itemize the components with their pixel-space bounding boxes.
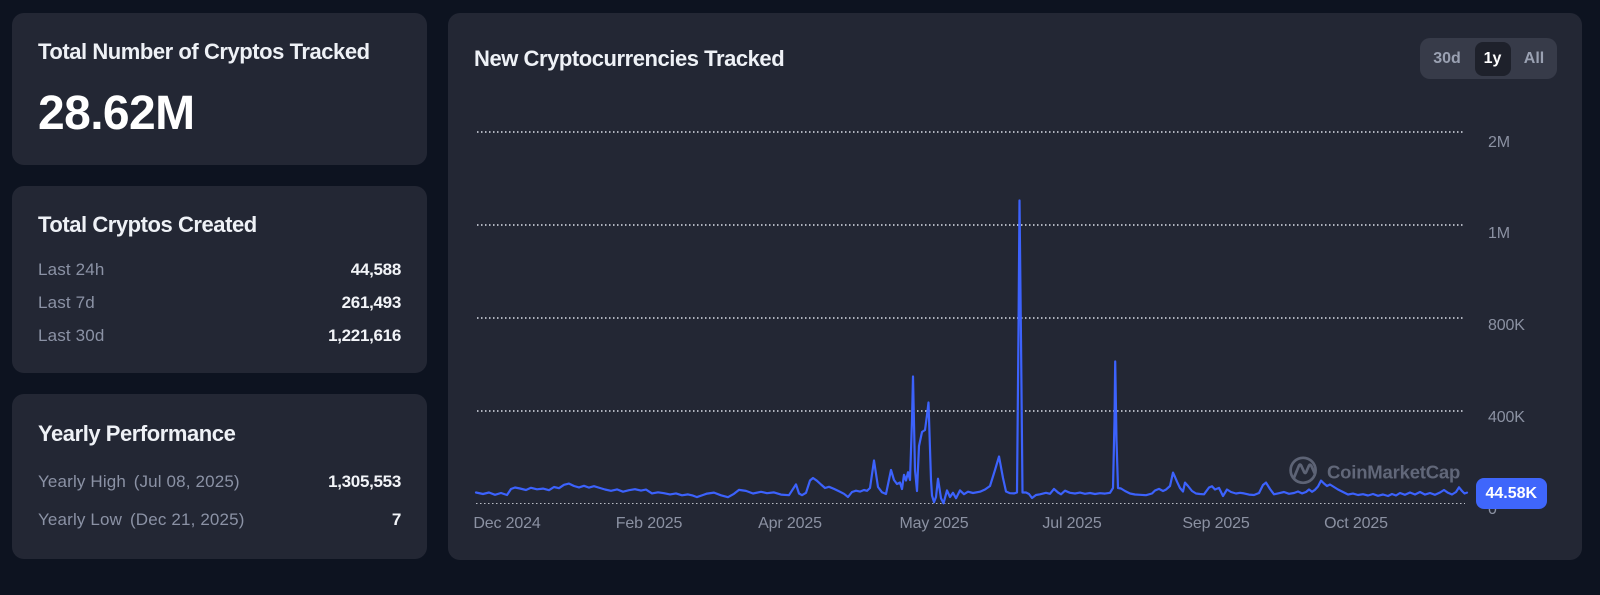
svg-text:CoinMarketCap: CoinMarketCap	[1327, 461, 1460, 482]
